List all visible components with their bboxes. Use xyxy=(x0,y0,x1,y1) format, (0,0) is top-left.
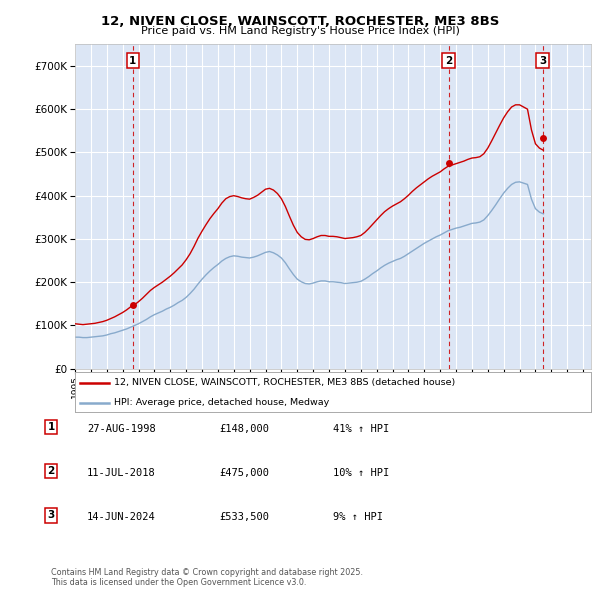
Text: 3: 3 xyxy=(47,510,55,520)
Text: 1: 1 xyxy=(129,55,137,65)
Text: 41% ↑ HPI: 41% ↑ HPI xyxy=(333,424,389,434)
Text: £148,000: £148,000 xyxy=(219,424,269,434)
Text: 2: 2 xyxy=(47,466,55,476)
Text: 12, NIVEN CLOSE, WAINSCOTT, ROCHESTER, ME3 8BS: 12, NIVEN CLOSE, WAINSCOTT, ROCHESTER, M… xyxy=(101,15,499,28)
Text: HPI: Average price, detached house, Medway: HPI: Average price, detached house, Medw… xyxy=(114,398,329,408)
Text: 14-JUN-2024: 14-JUN-2024 xyxy=(87,512,156,522)
Text: 10% ↑ HPI: 10% ↑ HPI xyxy=(333,468,389,478)
Text: Price paid vs. HM Land Registry's House Price Index (HPI): Price paid vs. HM Land Registry's House … xyxy=(140,26,460,36)
Text: 11-JUL-2018: 11-JUL-2018 xyxy=(87,468,156,478)
Text: 3: 3 xyxy=(539,55,546,65)
Text: £533,500: £533,500 xyxy=(219,512,269,522)
Text: 1: 1 xyxy=(47,422,55,432)
Text: £475,000: £475,000 xyxy=(219,468,269,478)
Text: Contains HM Land Registry data © Crown copyright and database right 2025.
This d: Contains HM Land Registry data © Crown c… xyxy=(51,568,363,587)
Text: 27-AUG-1998: 27-AUG-1998 xyxy=(87,424,156,434)
Text: 2: 2 xyxy=(445,55,452,65)
Text: 9% ↑ HPI: 9% ↑ HPI xyxy=(333,512,383,522)
Text: 12, NIVEN CLOSE, WAINSCOTT, ROCHESTER, ME3 8BS (detached house): 12, NIVEN CLOSE, WAINSCOTT, ROCHESTER, M… xyxy=(114,378,455,388)
